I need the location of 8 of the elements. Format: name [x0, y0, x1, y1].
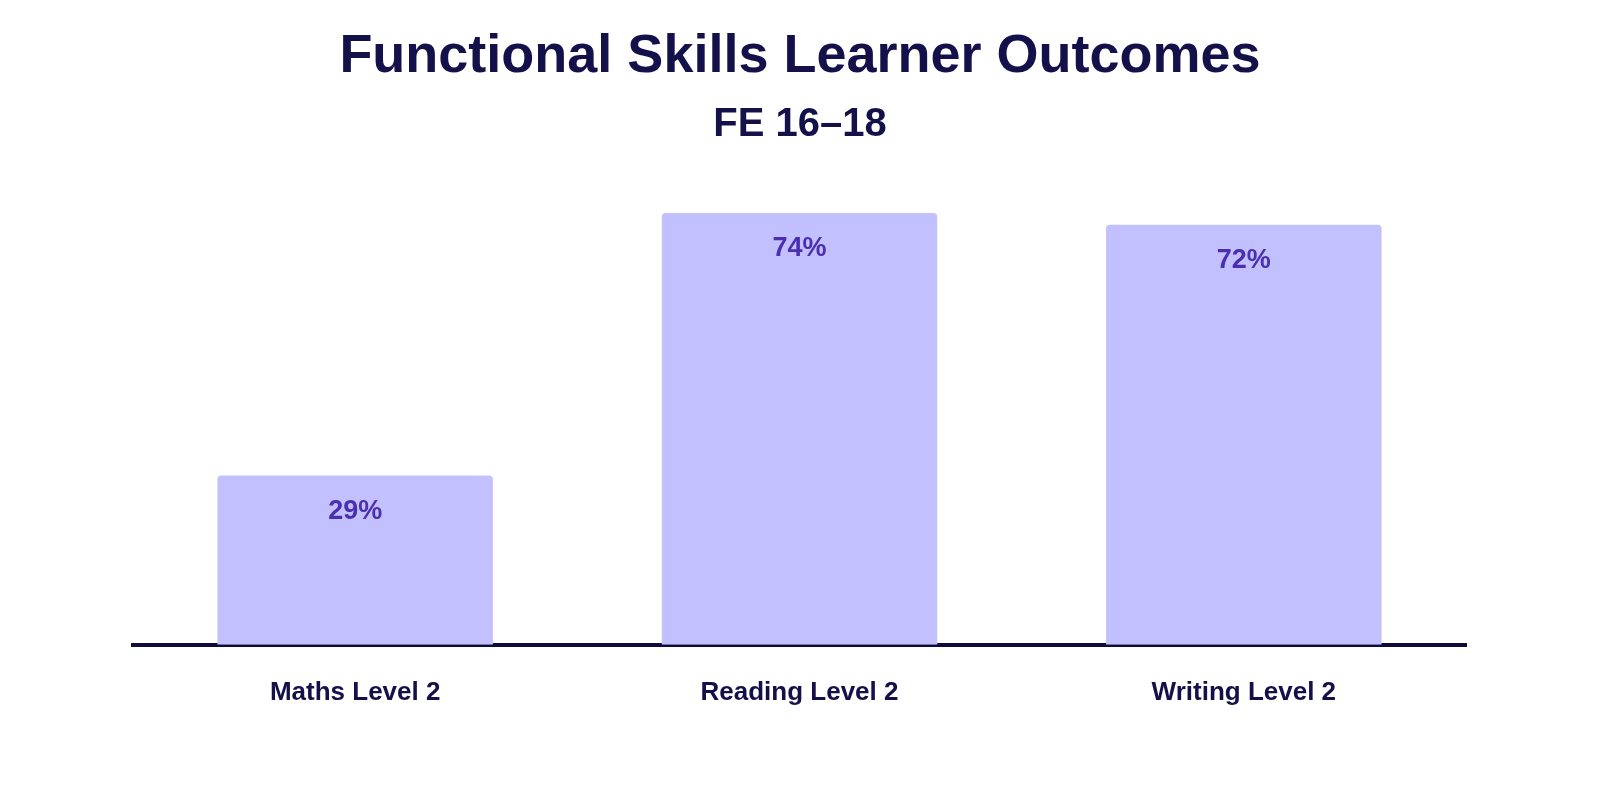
data-label: 74%: [772, 231, 827, 262]
data-label: 72%: [1216, 243, 1271, 274]
chart-subtitle: FE 16–18: [712, 100, 888, 145]
data-label: 29%: [328, 494, 383, 525]
x-tick-label: Maths Level 2: [269, 675, 441, 706]
x-tick-label: Writing Level 2: [1151, 675, 1337, 706]
chart-title: Functional Skills Learner Outcomes: [338, 22, 1262, 84]
x-tick-label: Reading Level 2: [700, 675, 899, 706]
